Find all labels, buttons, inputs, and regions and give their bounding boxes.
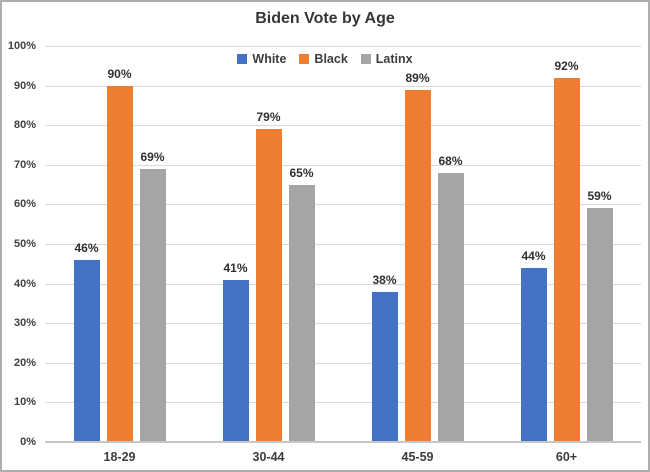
legend-swatch-black — [299, 54, 310, 64]
bar-value-label: 41% — [223, 260, 248, 275]
x-axis-category-label: 30-44 — [252, 450, 285, 464]
bar-black-60+ — [553, 77, 580, 442]
bar-latinx-30-44 — [288, 184, 315, 442]
bar-black-45-59 — [404, 89, 431, 442]
bar-black-18-29 — [106, 85, 133, 442]
gridline — [45, 164, 641, 166]
bar-value-label: 79% — [256, 110, 281, 125]
bar-value-label: 44% — [521, 248, 546, 263]
y-tick-label: 80% — [13, 119, 36, 132]
legend-label-latinx: Latinx — [375, 52, 413, 66]
legend-item-latinx: Latinx — [360, 52, 413, 66]
gridline — [45, 402, 641, 404]
gridline — [45, 85, 641, 87]
bar-latinx-18-29 — [139, 168, 166, 442]
bar-white-30-44 — [222, 279, 249, 442]
gridline — [45, 46, 641, 47]
y-tick-label: 90% — [13, 79, 36, 92]
bar-value-label: 46% — [74, 240, 99, 255]
gridline — [45, 362, 641, 364]
bar-white-45-59 — [371, 291, 398, 442]
y-tick-label: 10% — [13, 396, 36, 409]
bar-white-18-29 — [73, 259, 100, 442]
y-tick-label: 40% — [13, 277, 36, 290]
x-axis-category-label: 18-29 — [103, 450, 136, 464]
gridline — [45, 204, 641, 206]
legend: White Black Latinx — [2, 52, 648, 66]
y-tick-label: 60% — [13, 198, 36, 211]
chart-title: Biden Vote by Age — [255, 10, 395, 27]
legend-item-white: White — [237, 52, 286, 66]
gridline — [45, 323, 641, 325]
bar-latinx-60+ — [586, 208, 613, 442]
legend-label-white: White — [252, 52, 287, 66]
bar-black-30-44 — [255, 129, 282, 442]
y-tick-label: 50% — [13, 238, 36, 250]
legend-swatch-white — [237, 54, 248, 64]
y-tick-label: 20% — [13, 356, 36, 369]
bar-value-label: 69% — [140, 149, 165, 164]
gridline — [45, 244, 641, 245]
bar-value-label: 65% — [289, 165, 314, 180]
plot-area: 46% 90% 69% 18-29 41% 79% 65% 30-44 38% 89% 68% 45-… — [45, 46, 641, 464]
gridline — [45, 125, 641, 127]
legend-label-black: Black — [314, 52, 348, 66]
x-axis-category-label: 45-59 — [401, 450, 434, 464]
bar-white-60+ — [520, 267, 547, 442]
gridline — [45, 283, 641, 285]
x-axis-category-label: 60+ — [555, 450, 578, 464]
y-tick-label: 30% — [13, 317, 36, 330]
y-tick-label: 70% — [13, 158, 36, 171]
bar-value-label: 38% — [372, 272, 397, 287]
legend-swatch-latinx — [360, 54, 371, 64]
bar-latinx-45-59 — [437, 172, 464, 442]
bar-value-label: 68% — [438, 153, 463, 168]
bar-value-label: 90% — [107, 66, 132, 81]
y-tick-label: 100% — [7, 40, 36, 52]
bar-value-label: 89% — [405, 70, 430, 85]
bar-value-label: 59% — [587, 189, 612, 204]
y-tick-label: 0% — [20, 436, 36, 448]
bar-value-label: 92% — [554, 58, 579, 73]
x-axis-line — [45, 441, 641, 443]
legend-item-black: Black — [299, 52, 348, 66]
